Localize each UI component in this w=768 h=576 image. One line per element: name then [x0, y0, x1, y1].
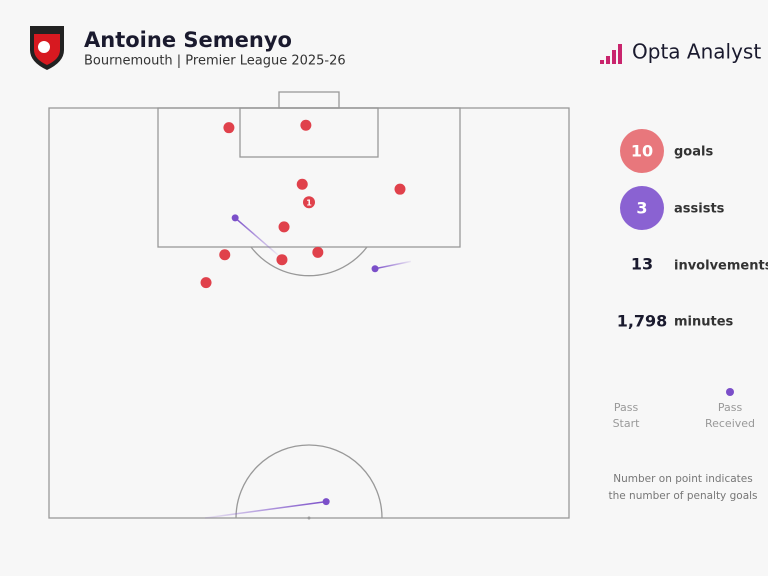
legend-label: Received [705, 417, 755, 430]
marks: 1 [200, 119, 412, 519]
legend-label: Pass [614, 401, 639, 414]
goal [200, 277, 212, 289]
goal [312, 246, 324, 258]
goal [278, 221, 290, 233]
legend: Pass Start Pass Received [613, 388, 755, 430]
stat-label: involvements [674, 259, 768, 274]
assist-received [322, 498, 330, 506]
stat-label: goals [674, 145, 713, 160]
note: Number on point indicates [613, 473, 752, 485]
brand-logo [600, 44, 622, 64]
pitch [48, 91, 570, 520]
goals-badge [620, 129, 664, 173]
stat-label: assists [674, 202, 725, 217]
stat-value: 3 [636, 199, 647, 218]
stat-label: minutes [674, 315, 734, 330]
legend-dot [726, 388, 734, 396]
title: Antoine Semenyo [84, 28, 292, 52]
assists-badge [620, 186, 664, 230]
goal [300, 119, 312, 131]
goal [296, 178, 308, 190]
stat-value: 1,798 [617, 312, 668, 331]
note: the number of penalty goals [608, 490, 757, 502]
stat-value: 10 [631, 142, 653, 161]
stat-value: 13 [631, 255, 653, 274]
goal [219, 249, 231, 261]
assist-pass [204, 500, 327, 519]
goal [276, 254, 288, 266]
assist-pass [374, 260, 412, 270]
assist-received [231, 214, 239, 222]
brand: Opta Analyst [632, 40, 761, 64]
legend-label: Pass [718, 401, 743, 414]
penalty-count: 1 [306, 198, 312, 207]
legend-label: Start [613, 417, 641, 430]
assist-received [371, 265, 379, 273]
goal [394, 183, 406, 195]
goal [223, 122, 235, 134]
goal [303, 196, 315, 209]
club-badge [30, 26, 64, 70]
stats: 10 goals 3 assists 13 involvements 1,798… [617, 129, 768, 331]
assist-pass [234, 217, 279, 256]
subtitle: Bournemouth | Premier League 2025-26 [84, 54, 346, 69]
